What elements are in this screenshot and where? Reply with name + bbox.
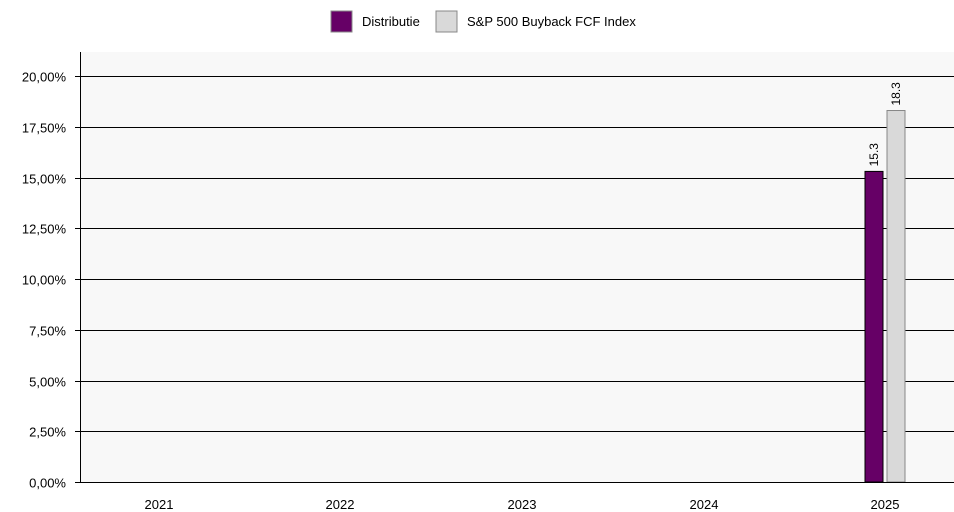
y-tick-label: 2,50% <box>29 425 66 440</box>
bar-distributie-2025 <box>864 170 884 483</box>
y-tick-label: 17,50% <box>22 121 67 136</box>
y-tick-label: 10,00% <box>22 273 67 288</box>
x-tick-label: 2024 <box>690 497 719 512</box>
y-tick-label: 7,50% <box>29 324 66 339</box>
legend-swatch-distributie <box>330 10 353 33</box>
legend-label-distributie: Distributie <box>362 14 420 29</box>
data-label: 15.3 <box>867 143 881 167</box>
axes <box>75 52 954 483</box>
legend-swatch-sp500-buyback <box>435 10 458 33</box>
x-axis-tick-labels: 2021 2022 2023 2024 2025 <box>145 497 900 512</box>
y-tick-label: 15,00% <box>22 172 67 187</box>
x-tick-label: 2021 <box>145 497 174 512</box>
gridlines <box>80 76 954 432</box>
y-axis-tick-labels: 0,00% 2,50% 5,00% 7,50% 10,00% 12,50% 15,00% 17… <box>22 70 67 491</box>
legend-label-sp500-buyback: S&P 500 Buyback FCF Index <box>467 14 636 29</box>
y-tick-label: 12,50% <box>22 222 67 237</box>
x-tick-label: 2025 <box>871 497 900 512</box>
bar-sp500-buyback-2025 <box>886 110 906 483</box>
y-tick-label: 5,00% <box>29 375 66 390</box>
y-tick-label: 0,00% <box>29 476 66 491</box>
x-tick-label: 2023 <box>508 497 537 512</box>
y-tick-label: 20,00% <box>22 70 67 85</box>
plot-area <box>80 52 954 482</box>
legend: Distributie S&P 500 Buyback FCF Index <box>330 10 636 33</box>
x-tick-label: 2022 <box>326 497 355 512</box>
data-label: 18.3 <box>889 82 903 106</box>
data-labels: 15.3 18.3 <box>867 82 903 167</box>
